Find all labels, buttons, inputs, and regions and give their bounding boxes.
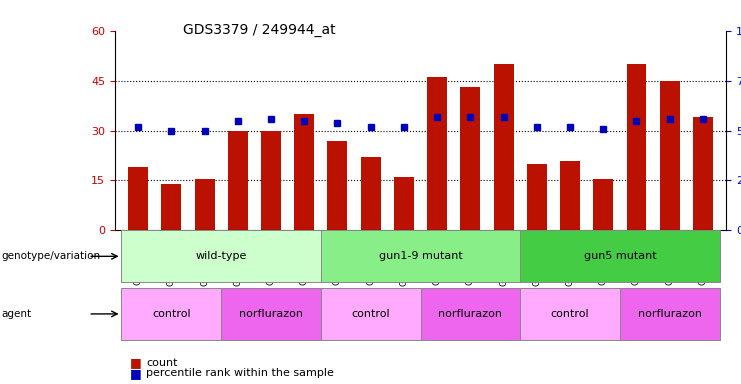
Text: ■: ■ (130, 356, 142, 369)
Bar (659, 81, 679, 230)
Text: control: control (351, 309, 390, 319)
Bar (527, 164, 547, 230)
Text: norflurazon: norflurazon (239, 309, 303, 319)
Bar (460, 87, 480, 230)
Bar (162, 184, 182, 230)
Bar (361, 157, 381, 230)
Bar (261, 131, 281, 230)
Bar (221, 288, 321, 340)
Text: agent: agent (1, 309, 32, 319)
Text: control: control (152, 309, 190, 319)
Bar (594, 179, 614, 230)
Bar (122, 230, 321, 282)
Text: gun5 mutant: gun5 mutant (584, 251, 657, 262)
Bar (227, 131, 247, 230)
Bar (421, 288, 520, 340)
Bar (494, 64, 514, 230)
Text: norflurazon: norflurazon (638, 309, 702, 319)
Bar (626, 64, 646, 230)
Text: GDS3379 / 249944_at: GDS3379 / 249944_at (183, 23, 336, 37)
Bar (394, 177, 414, 230)
Text: wild-type: wild-type (196, 251, 247, 262)
Bar (294, 114, 314, 230)
Text: norflurazon: norflurazon (439, 309, 502, 319)
Bar (195, 179, 215, 230)
Bar (520, 230, 720, 282)
Bar (520, 288, 620, 340)
Text: gun1-9 mutant: gun1-9 mutant (379, 251, 462, 262)
Bar (321, 230, 520, 282)
Bar (427, 77, 447, 230)
Bar (560, 161, 580, 230)
Text: ■: ■ (130, 367, 142, 380)
Bar (321, 288, 421, 340)
Text: control: control (551, 309, 589, 319)
Bar (122, 288, 221, 340)
Text: count: count (146, 358, 178, 368)
Text: percentile rank within the sample: percentile rank within the sample (146, 368, 334, 378)
Bar (693, 117, 713, 230)
Bar (328, 141, 348, 230)
Bar (128, 167, 148, 230)
Bar (620, 288, 720, 340)
Text: genotype/variation: genotype/variation (1, 251, 101, 262)
